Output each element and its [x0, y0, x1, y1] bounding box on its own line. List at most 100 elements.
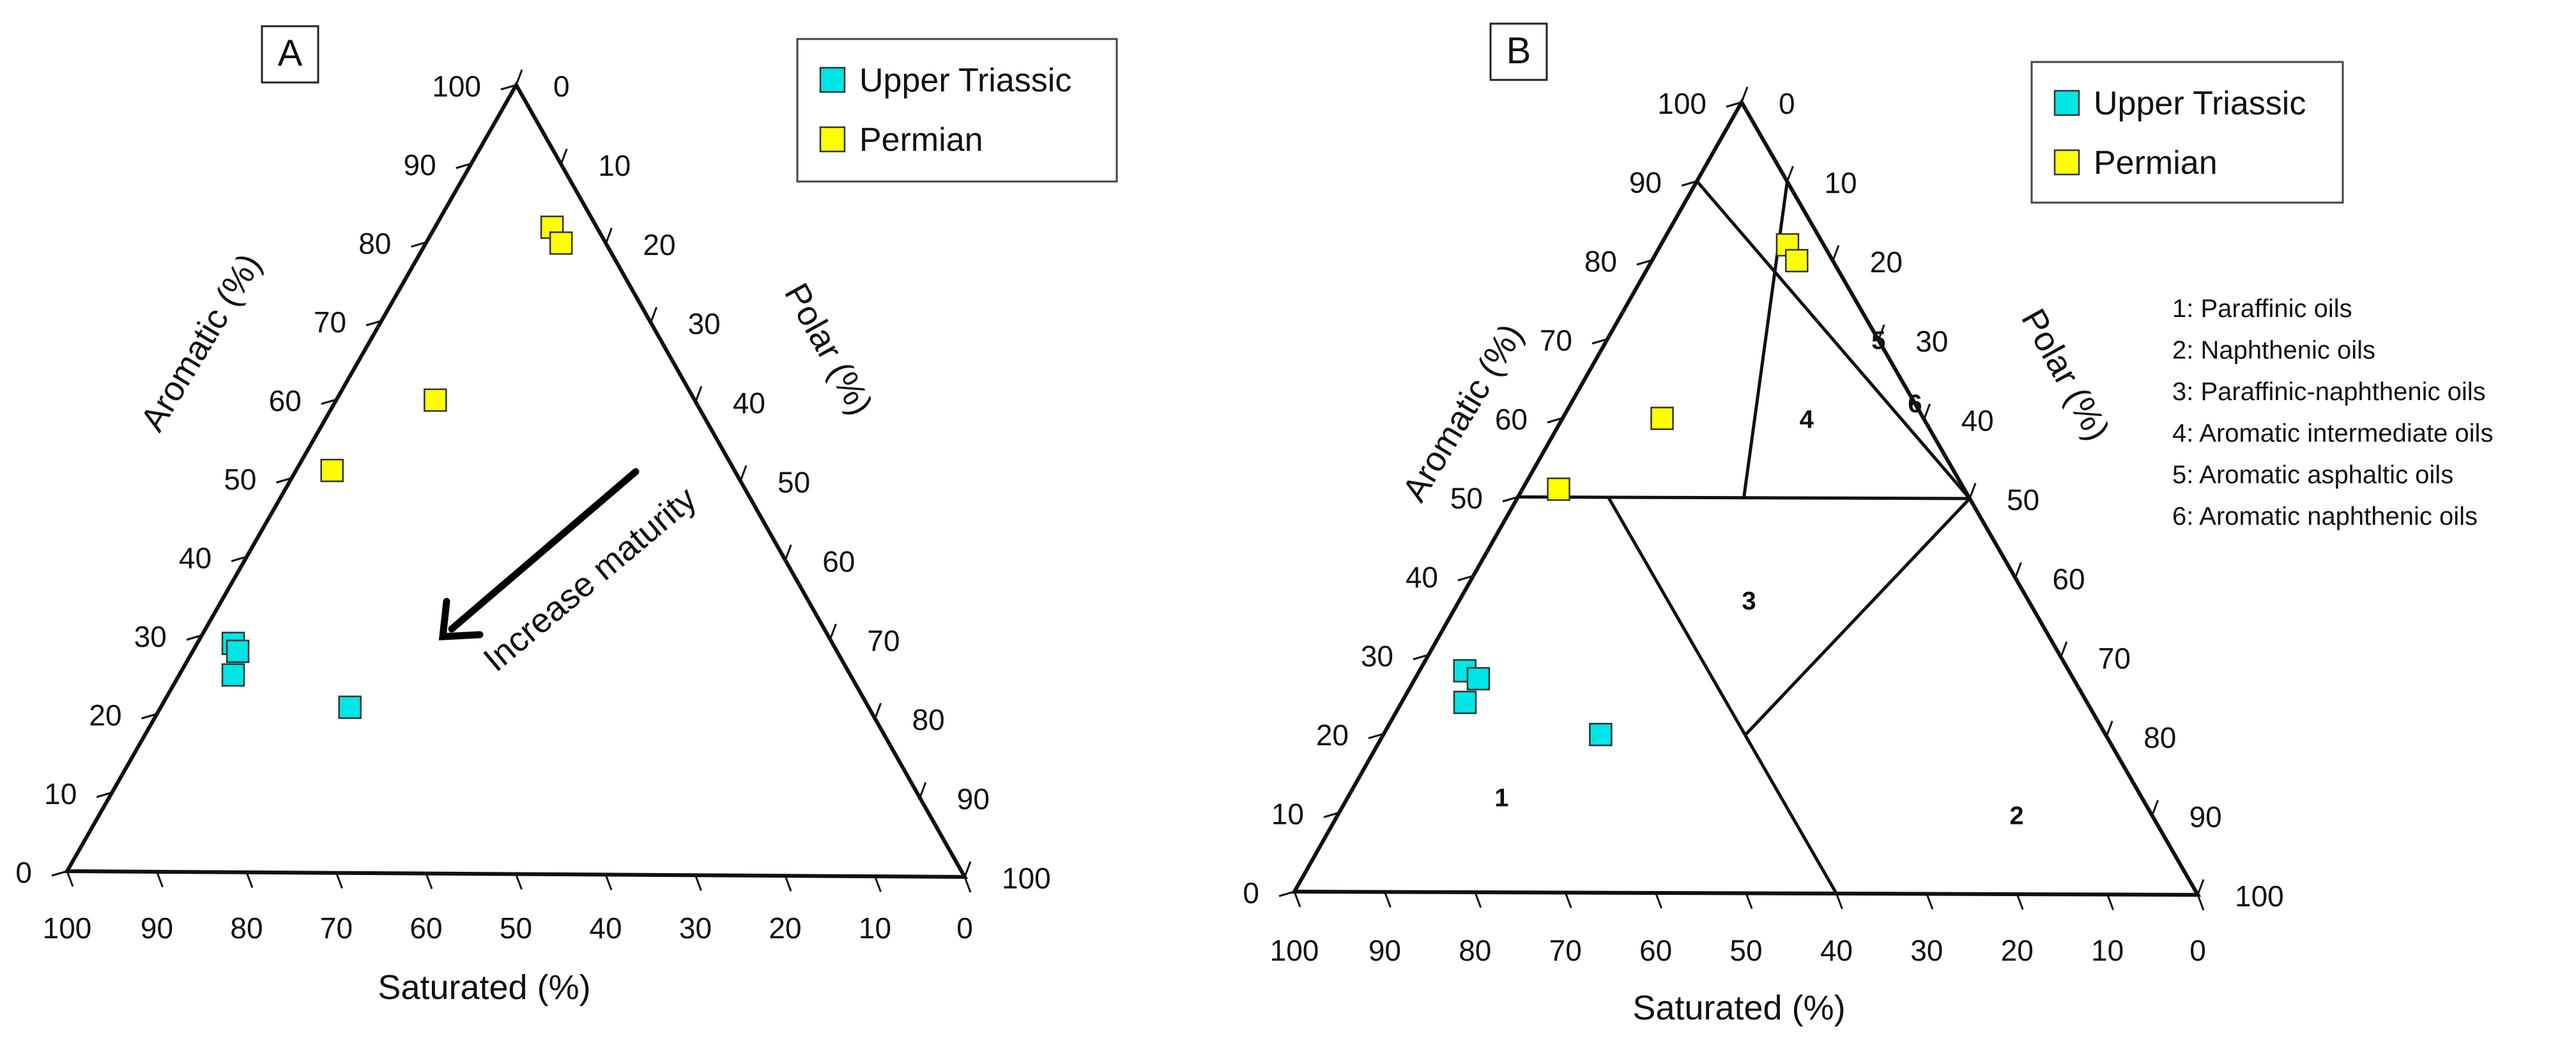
- saturated-tick-label: 40: [1820, 934, 1853, 967]
- polar-tick-mark: [2151, 800, 2159, 816]
- saturated-tick-mark: [963, 876, 972, 893]
- aromatic-tick-label: 10: [1271, 798, 1304, 831]
- aromatic-tick-mark: [410, 241, 427, 248]
- saturated-tick-mark: [2106, 894, 2115, 911]
- polar-tick-mark: [1832, 245, 1840, 261]
- legend-swatch: [2053, 149, 2080, 176]
- region-boundary-line: [1607, 496, 1747, 736]
- saturated-tick-label: 100: [1270, 934, 1319, 967]
- region-zone-label: 5: [1871, 327, 1885, 355]
- region-zone-label: 4: [1800, 405, 1814, 433]
- saturated-tick-label: 90: [141, 911, 173, 945]
- aromatic-tick-mark: [231, 555, 247, 562]
- data-point-permian: [424, 388, 447, 412]
- saturated-tick-label: 20: [2001, 934, 2034, 967]
- data-point-upper-triassic: [221, 663, 245, 687]
- saturated-tick-label: 60: [1639, 934, 1672, 967]
- aromatic-tick-label: 40: [1406, 561, 1438, 594]
- saturated-axis-label: Saturated (%): [378, 968, 590, 1007]
- saturated-tick-mark: [1474, 892, 1482, 908]
- panel-label-box: [1489, 22, 1548, 81]
- polar-tick-label: 50: [778, 466, 810, 499]
- polar-tick-mark: [2060, 641, 2068, 658]
- polar-tick-mark: [1877, 324, 1885, 341]
- region-boundary-line: [1854, 299, 1972, 500]
- aromatic-tick-mark: [276, 477, 292, 484]
- polar-tick-label: 30: [688, 307, 721, 341]
- polar-tick-label: 90: [2189, 800, 2222, 833]
- aromatic-tick-label: 70: [1540, 324, 1572, 357]
- aromatic-tick-mark: [1636, 259, 1653, 266]
- legend-box: [2030, 61, 2344, 204]
- saturated-tick-mark: [1293, 891, 1301, 908]
- polar-tick-mark: [784, 544, 792, 561]
- polar-tick-mark: [604, 228, 613, 244]
- polar-tick-label: 60: [822, 545, 855, 578]
- saturated-tick-label: 80: [230, 911, 263, 945]
- saturated-tick-mark: [245, 872, 254, 888]
- aromatic-tick-mark: [186, 634, 203, 641]
- saturated-tick-label: 30: [679, 911, 712, 945]
- region-key-item: 1: Paraffinic oils: [2172, 295, 2352, 323]
- polar-tick-mark: [560, 148, 568, 165]
- saturated-tick-label: 50: [1729, 934, 1762, 967]
- saturated-tick-mark: [1835, 893, 1843, 910]
- data-point-permian: [549, 231, 573, 255]
- region-zone-label: 1: [1494, 784, 1508, 812]
- data-point-permian: [1784, 249, 1809, 273]
- polar-tick-mark: [874, 702, 882, 719]
- polar-tick-mark: [694, 386, 703, 403]
- saturated-tick-label: 40: [589, 911, 622, 945]
- polar-tick-label: 30: [1915, 325, 1948, 358]
- saturated-tick-label: 60: [410, 911, 442, 945]
- aromatic-tick-mark: [1547, 417, 1563, 424]
- aromatic-tick-label: 20: [89, 699, 121, 732]
- saturated-tick-mark: [694, 874, 702, 891]
- saturated-tick-label: 30: [1910, 934, 1943, 967]
- aromatic-tick-mark: [500, 84, 517, 91]
- data-point-permian: [320, 458, 344, 483]
- aromatic-tick-mark: [141, 713, 158, 720]
- saturated-tick-label: 90: [1368, 934, 1401, 967]
- legend-label: Upper Triassic: [2094, 85, 2306, 122]
- polar-tick-label: 20: [1870, 245, 1903, 279]
- region-key-item: 3: Paraffinic-naphthenic oils: [2172, 378, 2486, 406]
- polar-tick-mark: [1968, 483, 1977, 499]
- data-point-upper-triassic: [1589, 722, 1613, 747]
- data-point-permian: [1650, 407, 1674, 430]
- aromatic-tick-mark: [1681, 180, 1698, 187]
- aromatic-tick-mark: [1413, 654, 1429, 660]
- legend-label: Upper Triassic: [859, 62, 1071, 99]
- polar-tick-mark: [1740, 86, 1749, 103]
- saturated-tick-mark: [1383, 891, 1392, 908]
- polar-tick-mark: [515, 69, 523, 86]
- data-point-upper-triassic: [226, 639, 250, 663]
- aromatic-tick-label: 0: [1243, 876, 1259, 910]
- aromatic-tick-label: 80: [1584, 245, 1617, 278]
- region-boundary-line: [1744, 734, 1838, 895]
- region-key-item: 6: Aromatic naphthenic oils: [2172, 502, 2478, 531]
- polar-tick-label: 100: [1002, 862, 1051, 895]
- saturated-tick-mark: [604, 874, 613, 890]
- panel-label-box: [261, 25, 319, 84]
- data-point-upper-triassic: [338, 695, 362, 719]
- aromatic-tick-label: 40: [179, 541, 211, 575]
- saturated-tick-mark: [2016, 894, 2024, 910]
- aromatic-tick-mark: [1278, 890, 1295, 897]
- polar-tick-label: 40: [1961, 404, 1994, 437]
- aromatic-tick-label: 0: [15, 856, 32, 889]
- aromatic-tick-label: 20: [1316, 718, 1349, 752]
- legend-swatch: [2053, 89, 2080, 116]
- aromatic-tick-mark: [456, 162, 472, 169]
- legend-label: Permian: [2094, 144, 2218, 182]
- saturated-tick-mark: [425, 873, 433, 890]
- polar-tick-label: 70: [867, 624, 900, 657]
- panel-label: A: [278, 33, 303, 74]
- polar-tick-mark: [650, 307, 658, 323]
- aromatic-tick-mark: [1457, 575, 1474, 582]
- polar-tick-label: 40: [733, 387, 765, 420]
- polar-tick-label: 70: [2098, 642, 2131, 675]
- legend-swatch: [819, 126, 846, 153]
- polar-tick-label: 20: [643, 228, 675, 261]
